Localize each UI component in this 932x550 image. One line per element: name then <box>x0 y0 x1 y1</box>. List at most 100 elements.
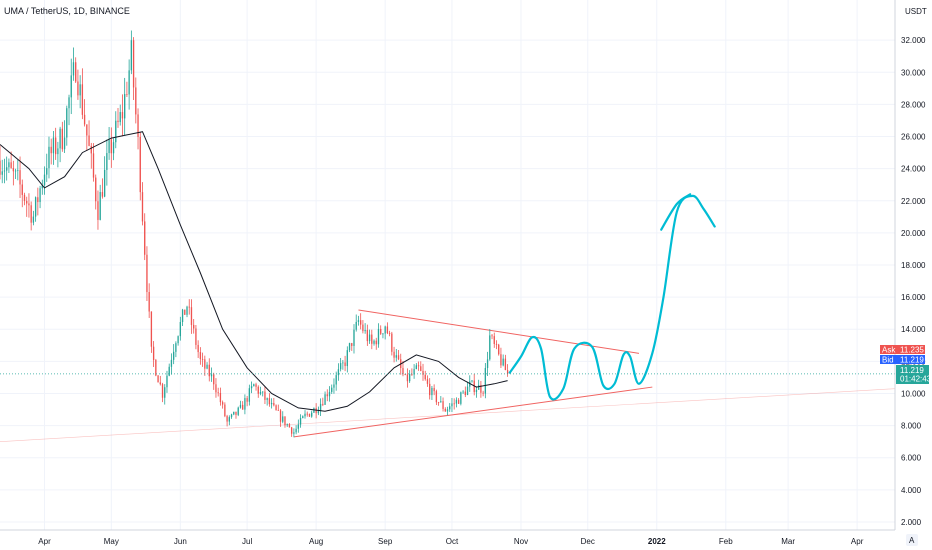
scale-mode-button[interactable]: A <box>906 534 918 546</box>
candle-body <box>486 359 489 368</box>
candle-body <box>23 194 26 201</box>
price-tick-label: 20.000 <box>901 229 926 238</box>
candle-body <box>137 114 139 137</box>
candle-body <box>482 392 484 394</box>
candle-body <box>368 334 371 342</box>
candle-body <box>386 326 389 334</box>
candle-body <box>152 346 155 360</box>
price-tick-label: 6.000 <box>901 454 922 463</box>
candle-body <box>313 408 315 413</box>
candle-body <box>14 170 17 172</box>
candle-body <box>417 365 420 367</box>
candle-body <box>364 330 366 332</box>
candle-body <box>484 367 487 394</box>
candle-body <box>141 192 144 222</box>
candle-body <box>299 418 302 425</box>
candle-body <box>360 320 362 325</box>
time-tick-label: Jun <box>174 537 187 546</box>
candle-body <box>493 336 495 344</box>
candle-body <box>237 407 239 415</box>
candle-body <box>326 394 328 397</box>
candle-body <box>406 374 409 382</box>
candle-body <box>112 142 115 154</box>
candle-body <box>184 309 186 315</box>
candle-body <box>132 40 135 88</box>
price-tick-label: 26.000 <box>901 133 926 142</box>
candle-body <box>322 403 324 405</box>
bid-tag: Bid 11.219 <box>880 355 925 365</box>
candle-body <box>331 387 333 392</box>
price-tick-label: 30.000 <box>901 68 926 77</box>
candle-body <box>172 351 175 360</box>
candle-body <box>270 402 273 405</box>
candle-body <box>478 385 480 390</box>
candle-body <box>177 336 179 344</box>
time-tick-label: Nov <box>514 537 528 546</box>
candle-body <box>286 424 288 426</box>
candle-body <box>259 391 262 394</box>
candle-body <box>155 359 157 376</box>
candle-body <box>1 171 3 175</box>
candle-body <box>253 384 255 387</box>
candle-body <box>21 184 23 195</box>
candle-body <box>81 84 84 115</box>
last-price-tag: 11.219 01:42:43 <box>896 365 932 384</box>
candle-body <box>213 374 215 385</box>
candle-body <box>195 328 197 345</box>
candle-body <box>6 167 8 171</box>
price-axis[interactable]: 2.0004.0006.0008.00010.00012.00014.00016… <box>894 0 932 530</box>
candle-body <box>311 412 313 417</box>
candle-body <box>121 112 124 119</box>
candle-body <box>19 170 21 185</box>
candle-body <box>206 364 208 369</box>
candle-body <box>59 128 61 149</box>
candle-body <box>333 384 335 388</box>
candle-body <box>375 340 377 345</box>
candle-body <box>210 374 213 377</box>
candle-body <box>393 351 395 358</box>
candle-body <box>504 358 507 371</box>
candle-body <box>290 427 293 434</box>
candle-body <box>408 374 411 382</box>
projection-drawing <box>508 193 716 401</box>
candle-body <box>297 424 300 429</box>
candle-body <box>255 384 257 387</box>
candle-body <box>471 380 473 382</box>
candle-body <box>68 97 70 109</box>
candle-body <box>101 192 104 197</box>
candle-body <box>500 354 502 366</box>
candle-body <box>83 114 86 125</box>
candle-body <box>139 136 141 193</box>
candle-body <box>199 352 202 360</box>
candle-body <box>26 200 28 204</box>
projection-stroke-start <box>660 193 692 231</box>
candle-body <box>455 399 458 404</box>
candle-body <box>451 403 453 407</box>
time-tick-label: Apr <box>38 537 51 546</box>
candle-body <box>52 137 55 154</box>
candle-body <box>208 364 210 377</box>
candle-body <box>382 333 384 335</box>
price-tick-label: 8.000 <box>901 422 922 431</box>
candle-body <box>57 148 59 155</box>
candle-body <box>324 394 326 405</box>
candle-body <box>204 359 206 369</box>
time-axis[interactable]: Apr May Jun Jul Aug Sep Oct Nov Dec 2022 Feb Mar Apr <box>0 529 895 546</box>
candle-body <box>404 374 406 375</box>
candle-body <box>72 62 75 76</box>
candle-body <box>489 335 491 360</box>
time-tick-label: Sep <box>378 537 393 546</box>
time-tick-label: Apr <box>851 537 864 546</box>
candle-body <box>502 358 504 366</box>
candle-body <box>282 416 284 422</box>
price-tick-label: 32.000 <box>901 36 926 45</box>
candle-body <box>462 391 464 393</box>
last-price-value: 11.219 <box>900 366 924 375</box>
candle-body <box>103 169 106 197</box>
candle-body <box>266 398 268 400</box>
candle-body <box>429 383 431 396</box>
price-axis-bg[interactable] <box>895 0 932 530</box>
candle-body <box>39 188 41 203</box>
